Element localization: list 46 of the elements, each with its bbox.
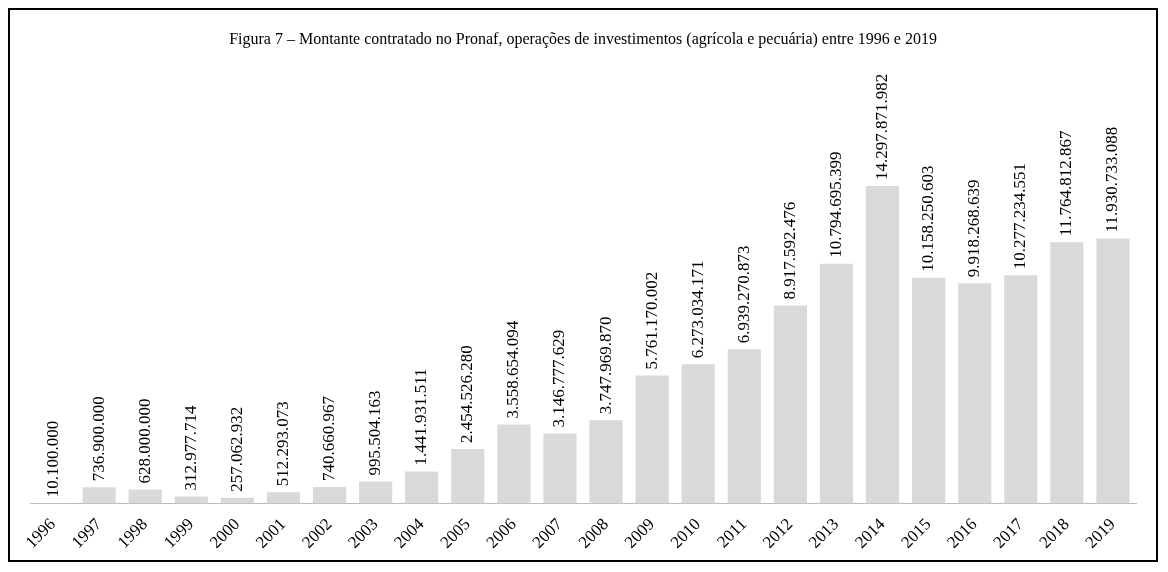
bar bbox=[128, 489, 162, 504]
bar bbox=[681, 364, 715, 504]
bar bbox=[865, 185, 900, 504]
data-label: 3.146.777.629 bbox=[549, 329, 569, 428]
data-label: 2.454.526.280 bbox=[457, 345, 477, 443]
bar bbox=[912, 277, 946, 504]
data-label: 14.297.871.982 bbox=[872, 73, 892, 180]
bar bbox=[773, 305, 807, 504]
bar bbox=[727, 349, 761, 504]
bar bbox=[1050, 242, 1084, 504]
bar bbox=[359, 481, 393, 504]
data-label: 6.273.034.171 bbox=[687, 260, 707, 359]
data-label: 5.761.170.002 bbox=[641, 271, 661, 370]
data-label: 312.977.714 bbox=[180, 405, 200, 491]
bar bbox=[543, 433, 577, 504]
data-label: 8.917.592.476 bbox=[779, 201, 799, 300]
data-label: 9.918.268.639 bbox=[964, 179, 984, 278]
data-label: 628.000.000 bbox=[134, 398, 154, 484]
data-label: 3.558.654.094 bbox=[503, 320, 523, 419]
data-label: 512.293.073 bbox=[272, 401, 292, 487]
data-label: 257.062.932 bbox=[226, 406, 246, 492]
data-label: 995.504.163 bbox=[365, 390, 385, 476]
bar bbox=[451, 449, 485, 504]
bar bbox=[497, 424, 531, 504]
data-label: 740.660.967 bbox=[319, 395, 339, 482]
data-label: 6.939.270.873 bbox=[733, 245, 753, 344]
data-label: 10.277.234.551 bbox=[1010, 162, 1030, 270]
chart-title: Figura 7 – Montante contratado no Pronaf, operações de investimentos (agrícola e pecuária) entre 1996 e 2019 bbox=[229, 29, 937, 48]
bar bbox=[1004, 275, 1038, 504]
data-label: 736.900.000 bbox=[88, 396, 108, 482]
data-label: 11.764.812.867 bbox=[1056, 130, 1076, 237]
bar bbox=[1096, 238, 1130, 504]
bar bbox=[82, 487, 116, 504]
data-label: 10.794.695.399 bbox=[825, 151, 845, 258]
bar bbox=[266, 492, 301, 504]
bar bbox=[635, 375, 669, 504]
bar bbox=[819, 263, 854, 504]
bar bbox=[589, 420, 623, 504]
bar bbox=[958, 283, 992, 504]
data-label: 3.747.969.870 bbox=[595, 316, 615, 415]
data-label: 10.100.000 bbox=[42, 420, 62, 498]
data-label: 10.158.250.603 bbox=[918, 165, 938, 272]
data-label: 1.441.931.511 bbox=[411, 368, 431, 466]
bar bbox=[405, 471, 439, 504]
data-label: 11.930.733.088 bbox=[1102, 126, 1122, 233]
bar bbox=[312, 487, 347, 504]
